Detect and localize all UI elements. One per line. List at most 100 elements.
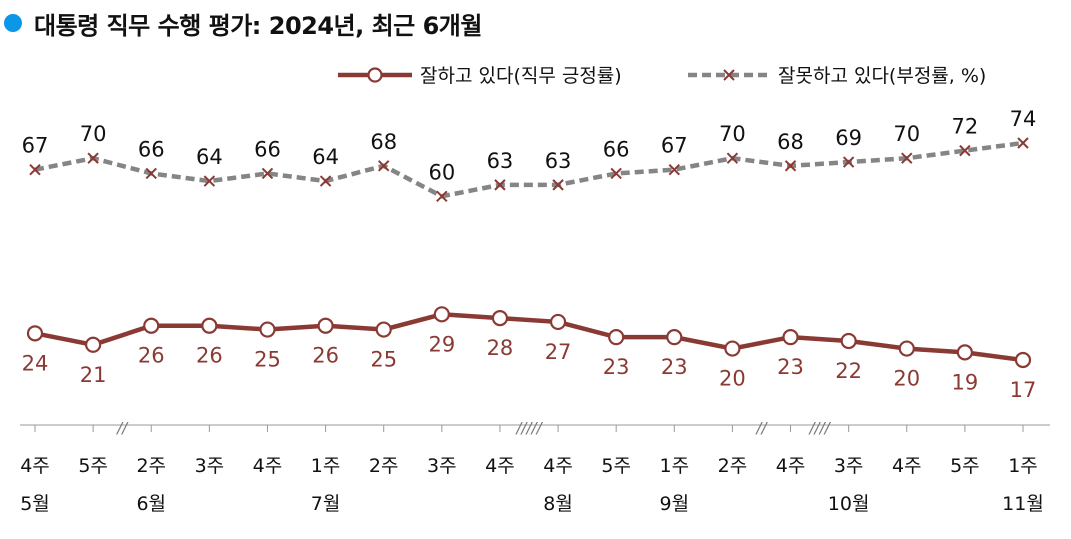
negative-data-label: 66 [138, 137, 165, 161]
negative-data-label: 66 [603, 137, 630, 161]
positive-data-label: 26 [196, 344, 223, 368]
negative-point [436, 190, 448, 203]
negative-point [610, 167, 622, 180]
negative-point [552, 179, 564, 191]
title-bullet-icon [4, 14, 22, 32]
positive-data-label: 25 [370, 348, 397, 372]
positive-data-label: 20 [893, 367, 920, 391]
positive-data-label: 26 [312, 344, 339, 368]
x-tick-label: 5주 [601, 455, 631, 477]
month-label: 9월 [660, 493, 690, 515]
legend-positive-marker [367, 67, 383, 83]
month-label: 7월 [311, 493, 341, 515]
negative-point-stroke [959, 144, 971, 157]
positive-point [26, 325, 44, 342]
positive-point [898, 340, 915, 357]
positive-data-label: 23 [777, 355, 804, 379]
negative-data-label: 63 [487, 149, 514, 173]
x-tick-label: 4주 [892, 455, 922, 477]
negative-data-label: 64 [196, 145, 223, 169]
negative-data-label: 60 [428, 160, 455, 184]
x-tick-label: 1주 [660, 455, 690, 477]
positive-data-label: 23 [661, 355, 688, 379]
series-positive: 24 21 26 26 25 26 25 29 28 27 23 23 20 23 22 20 19 17 [22, 306, 1036, 402]
negative-point-stroke [726, 152, 739, 164]
positive-point [85, 336, 102, 353]
axis-break-mark: //// [807, 419, 831, 437]
axis-break-mark: // [754, 419, 768, 437]
x-tick-label: 4주 [543, 455, 573, 477]
x-tick-label: 3주 [195, 455, 225, 477]
positive-data-label: 24 [22, 351, 49, 375]
positive-point [1014, 351, 1032, 369]
x-tick-label: 1주 [311, 455, 341, 477]
negative-point-stroke [145, 167, 157, 180]
x-tick-label: 1주 [1008, 455, 1038, 477]
legend: 잘하고 있다(직무 긍정률) 잘못하고 있다(부정률, %) [338, 65, 986, 87]
month-label: 5월 [20, 493, 50, 515]
negative-point-stroke [668, 163, 681, 176]
negative-point-stroke [494, 179, 506, 191]
axis-break-mark: ///// [514, 419, 543, 437]
x-axis: 4주 5주 2주 3주 4주 1주 2주 3주 4주 4주 5주 1주 2주 4주 3주 4주 5주 1주////… [20, 419, 1050, 515]
positive-point [143, 317, 160, 334]
chart-title: 대통령 직무 수행 평가: 2024년, 최근 6개월 [34, 11, 482, 40]
x-tick-label: 2주 [136, 455, 166, 477]
negative-data-label: 69 [835, 126, 862, 150]
x-tick-label: 3주 [834, 455, 864, 477]
negative-point [29, 163, 41, 176]
positive-data-label: 22 [835, 359, 862, 383]
negative-data-label: 70 [80, 122, 107, 146]
positive-data-label: 19 [952, 370, 979, 394]
negative-point-stroke [784, 160, 797, 172]
month-label: 6월 [136, 493, 166, 515]
negative-point [145, 167, 157, 180]
negative-point-stroke [87, 152, 99, 164]
negative-point [494, 179, 506, 191]
x-tick-label: 2주 [369, 455, 399, 477]
x-tick-label: 4주 [485, 455, 515, 477]
negative-point [784, 160, 797, 172]
negative-point-stroke [552, 179, 564, 191]
negative-point [203, 175, 216, 187]
positive-data-label: 27 [545, 340, 572, 364]
negative-point-stroke [319, 175, 332, 187]
negative-data-label: 68 [370, 130, 397, 154]
negative-data-label: 72 [952, 115, 979, 139]
negative-data-label: 70 [719, 122, 746, 146]
positive-data-label: 23 [603, 355, 630, 379]
negative-point-stroke [1017, 137, 1029, 149]
negative-data-label: 68 [777, 130, 804, 154]
positive-data-label: 25 [254, 348, 281, 372]
negative-point-stroke [610, 167, 622, 180]
legend-positive-label: 잘하고 있다(직무 긍정률) [420, 65, 622, 87]
x-tick-label: 5주 [78, 455, 108, 477]
positive-point [201, 317, 218, 334]
negative-data-label: 67 [22, 134, 49, 158]
x-tick-label: 4주 [776, 455, 806, 477]
negative-point [842, 156, 855, 168]
positive-point [549, 313, 567, 331]
negative-point-stroke [261, 167, 274, 180]
negative-data-label: 63 [545, 149, 572, 173]
negative-point-stroke [377, 160, 390, 172]
positive-point [375, 321, 392, 338]
negative-data-label: 67 [661, 134, 688, 158]
negative-point [668, 163, 681, 176]
negative-data-label: 74 [1010, 107, 1037, 131]
positive-point [491, 310, 509, 327]
negative-point-stroke [29, 163, 41, 176]
positive-point [259, 321, 276, 338]
negative-point-stroke [842, 156, 855, 168]
month-label: 8월 [543, 493, 573, 515]
positive-point [666, 329, 683, 346]
positive-data-label: 29 [428, 332, 455, 356]
negative-point [959, 144, 971, 157]
negative-point [87, 152, 99, 164]
negative-point [377, 160, 390, 172]
legend-negative-label: 잘못하고 있다(부정률, %) [778, 65, 986, 87]
positive-data-label: 20 [719, 367, 746, 391]
negative-data-label: 70 [893, 122, 920, 146]
